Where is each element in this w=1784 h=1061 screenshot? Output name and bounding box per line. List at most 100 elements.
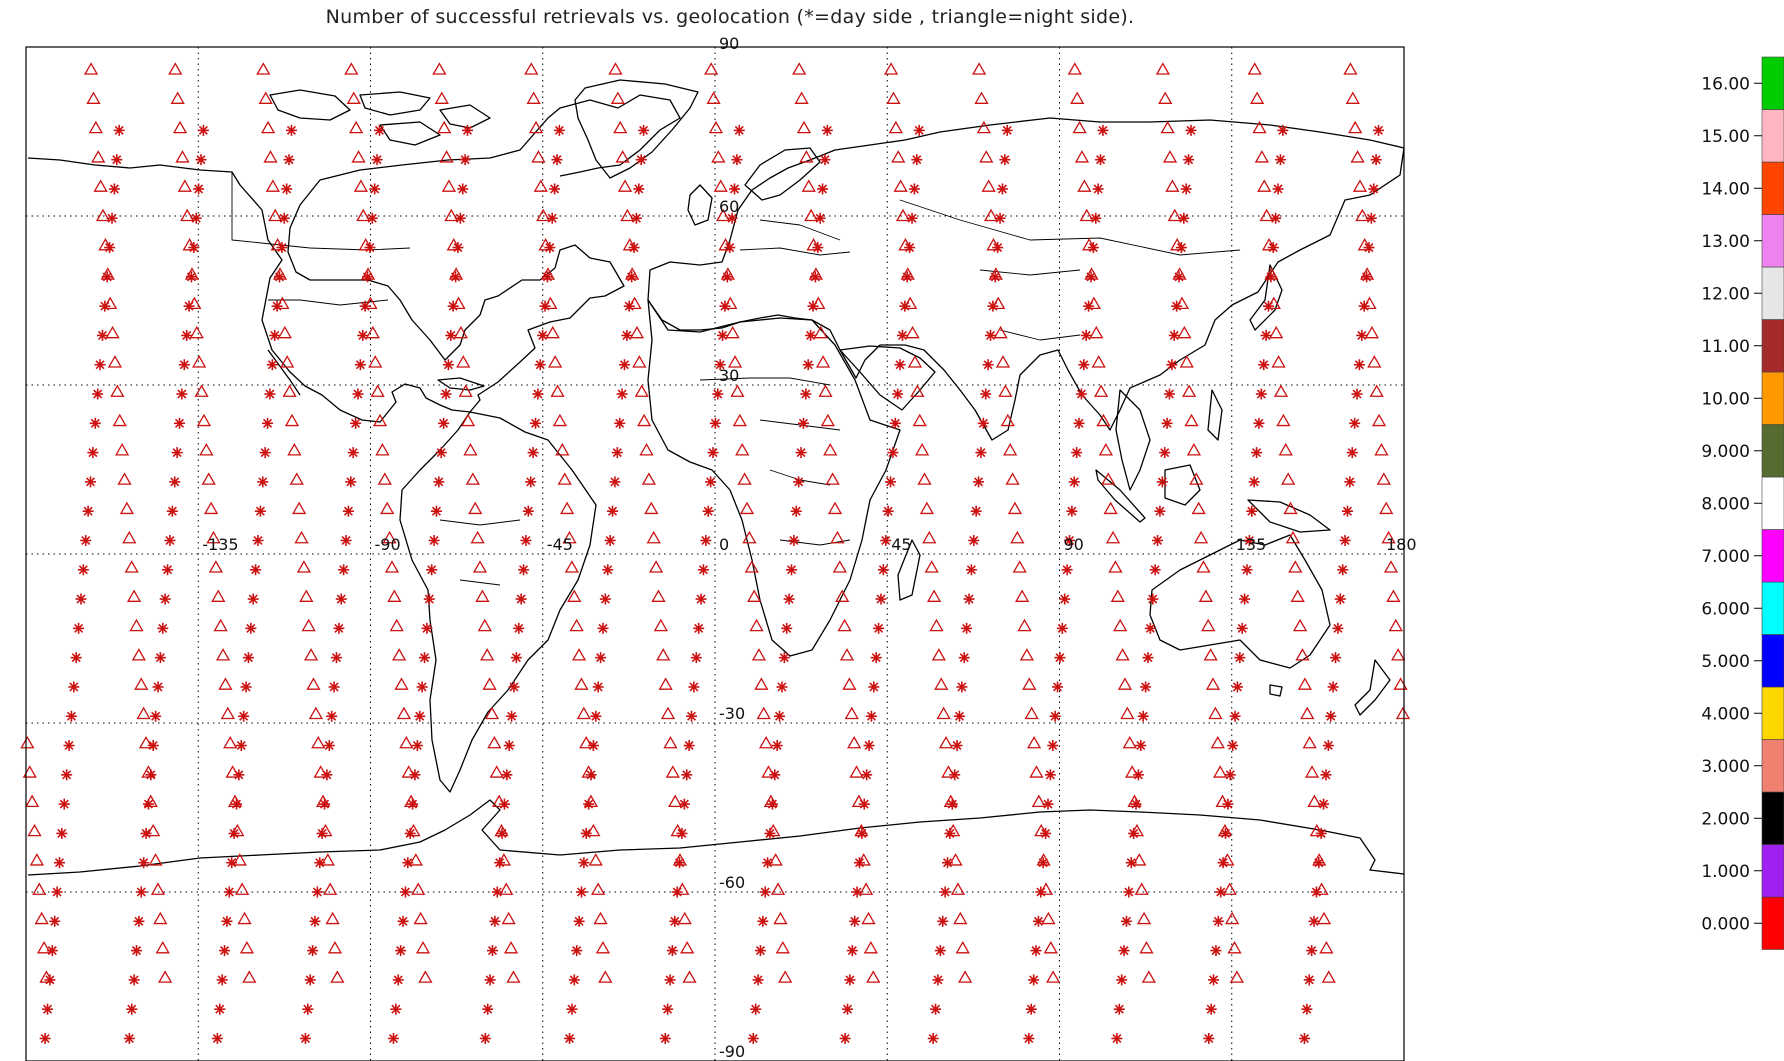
night-marker [715, 208, 731, 222]
map-title: Number of successful retrievals vs. geol… [325, 6, 1135, 28]
night-marker [754, 677, 769, 690]
night-marker [804, 208, 819, 222]
night-marker [682, 970, 697, 983]
night-marker [747, 589, 762, 602]
day-marker [611, 447, 623, 459]
night-marker [1307, 794, 1322, 808]
night-marker [1220, 853, 1235, 866]
night-marker [256, 62, 271, 75]
night-marker [801, 179, 816, 192]
day-marker [484, 974, 496, 986]
colorbar-tick-label: 14.00 [1701, 179, 1750, 199]
day-marker [1334, 593, 1346, 605]
day-marker [693, 622, 705, 634]
colorbar-tick-label: 2.000 [1701, 809, 1750, 829]
day-marker [404, 827, 416, 839]
colorbar-swatch [1761, 424, 1784, 478]
night-marker [617, 179, 633, 192]
day-marker [953, 710, 965, 722]
night-marker [260, 120, 276, 134]
night-marker [292, 501, 307, 515]
day-marker [264, 388, 276, 400]
coastline-eurasia [647, 117, 1405, 441]
night-marker [665, 765, 680, 778]
day-marker [873, 622, 885, 634]
day-marker [757, 915, 769, 927]
night-marker [148, 853, 163, 866]
night-marker [1376, 472, 1391, 485]
night-marker [220, 706, 235, 720]
day-marker [633, 183, 645, 195]
night-marker [799, 150, 814, 163]
day-marker [506, 710, 518, 722]
day-marker [996, 183, 1008, 195]
day-marker [1243, 534, 1255, 546]
night-marker [112, 413, 127, 427]
night-marker [368, 355, 383, 368]
day-marker [169, 476, 181, 488]
colorbar-swatch [1761, 791, 1784, 845]
grid-labels: -135 -90 -45 0 45 90 135 180 90 60 30 -30 -60 -90 [202, 34, 1416, 1061]
night-marker [1369, 384, 1384, 397]
day-marker [269, 329, 281, 341]
night-marker [538, 237, 553, 251]
night-marker [898, 237, 913, 251]
night-marker [482, 677, 497, 690]
day-marker [846, 945, 858, 957]
night-marker [1201, 618, 1216, 632]
night-marker [1082, 237, 1097, 251]
night-marker [713, 179, 728, 192]
day-marker [491, 886, 503, 898]
night-marker [926, 589, 942, 602]
day-marker [1239, 593, 1251, 605]
night-marker [20, 735, 35, 749]
day-marker [778, 652, 790, 664]
night-marker [651, 589, 666, 602]
night-marker [265, 179, 280, 192]
day-marker [821, 124, 833, 136]
night-marker [415, 941, 431, 954]
day-marker [659, 1032, 671, 1044]
day-marker [564, 1032, 576, 1044]
day-marker [875, 593, 887, 605]
day-marker [877, 564, 889, 576]
night-marker [953, 911, 968, 925]
night-marker [948, 853, 963, 866]
day-marker [240, 681, 252, 693]
day-marker [369, 183, 381, 195]
night-marker [931, 648, 946, 661]
day-marker [776, 681, 788, 693]
night-marker [820, 413, 835, 427]
night-marker [758, 735, 774, 749]
night-marker [1379, 501, 1394, 515]
coastline-japan [1249, 264, 1283, 331]
night-marker [184, 267, 200, 280]
day-marker [435, 447, 447, 459]
day-marker [1310, 886, 1322, 898]
night-marker [299, 589, 314, 602]
day-marker [402, 857, 414, 869]
night-marker [365, 325, 380, 339]
night-marker [1000, 413, 1015, 427]
day-marker [1308, 915, 1320, 927]
day-marker [551, 154, 563, 166]
night-marker [608, 62, 623, 75]
night-marker [411, 882, 426, 895]
day-marker [839, 1032, 851, 1044]
day-marker [766, 798, 778, 810]
night-marker [1074, 150, 1090, 163]
day-marker [819, 154, 831, 166]
day-marker [489, 915, 501, 927]
night-marker [1096, 413, 1111, 427]
night-marker [1227, 941, 1242, 954]
night-marker [306, 677, 321, 690]
day-marker [731, 154, 743, 166]
day-marker [442, 359, 454, 371]
day-marker [154, 652, 166, 664]
colorbar-swatch [1761, 266, 1784, 320]
day-marker [494, 857, 506, 869]
day-marker [1353, 359, 1365, 371]
night-marker [1162, 150, 1178, 163]
night-marker [792, 62, 807, 75]
day-marker [985, 329, 997, 341]
